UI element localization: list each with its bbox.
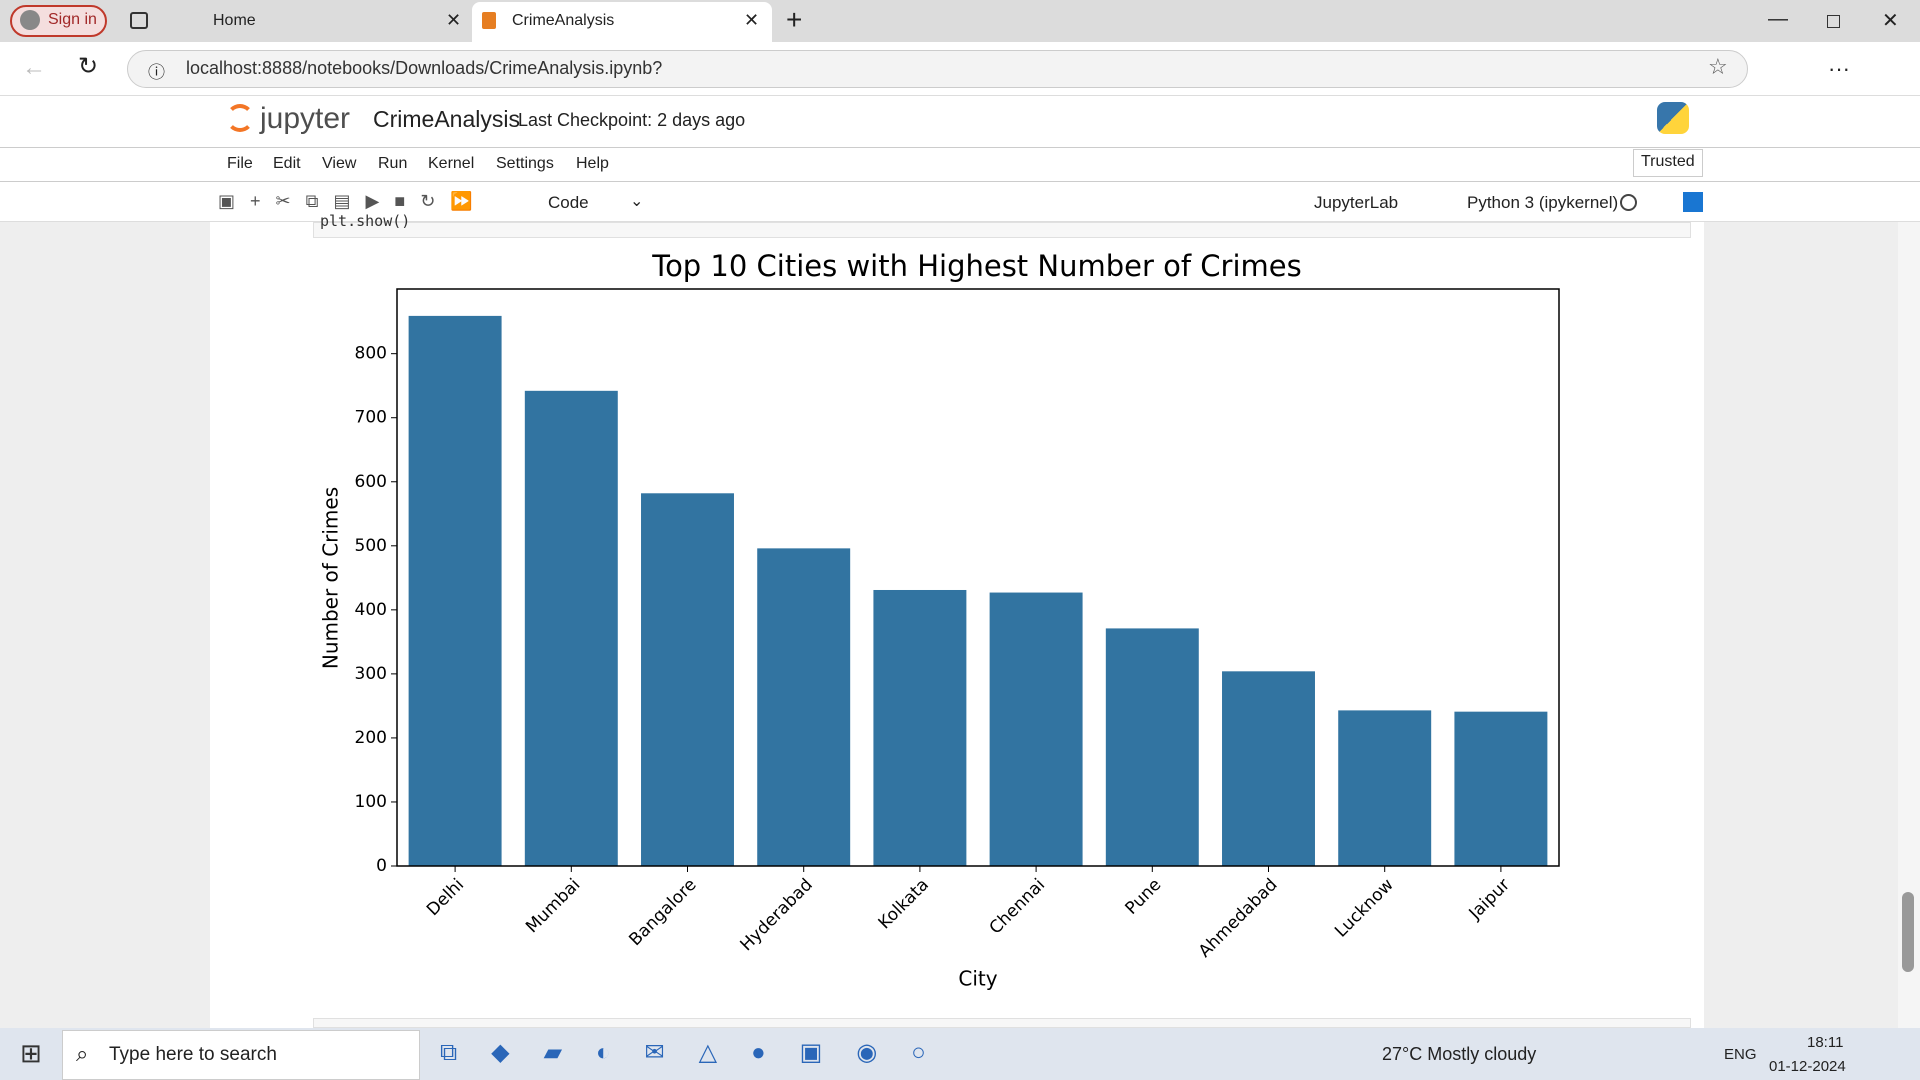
python-logo — [1657, 102, 1689, 134]
y-tick-label: 400 — [355, 600, 387, 620]
y-tick-label: 500 — [355, 536, 387, 556]
sign-in-text[interactable]: Sign in — [48, 11, 97, 28]
jupyter-header — [0, 96, 1920, 148]
y-axis-label: Number of Crimes — [319, 487, 343, 669]
bar — [757, 548, 851, 866]
avatar-icon — [20, 10, 40, 30]
x-tick-label: Bangalore — [625, 875, 700, 950]
axes-frame — [396, 288, 1560, 867]
back[interactable]: ← — [22, 54, 46, 81]
menu-item[interactable]: Settings — [496, 155, 554, 172]
jupyterlab-link[interactable]: JupyterLab — [1314, 193, 1399, 212]
toolbar-icons[interactable]: ▣ + ✂ ⧉ ▤ ▶ ■ ↻ ⏩ — [218, 191, 473, 211]
tab-close[interactable]: ✕ — [446, 10, 462, 30]
tab-title[interactable]: Home — [213, 12, 256, 29]
x-axis-label: City — [958, 967, 997, 991]
clock-time[interactable]: 18:11 — [1807, 1034, 1844, 1051]
info-icon: ⓘ — [148, 63, 165, 82]
more[interactable]: ··· — [1828, 56, 1850, 81]
search-icon: ⌕ — [76, 1041, 89, 1066]
minimize[interactable]: — — [1768, 8, 1788, 30]
new-tab[interactable]: + — [786, 4, 803, 35]
start-button[interactable]: ⊞ — [20, 1038, 42, 1068]
cell-type[interactable]: Code — [548, 193, 589, 212]
bar — [989, 592, 1083, 866]
chart: Top 10 Cities with Highest Number of Cri… — [319, 249, 1560, 991]
scroll-thumb[interactable] — [1902, 892, 1914, 972]
checkpoint: Last Checkpoint: 2 days ago — [518, 110, 746, 130]
taskbar-apps[interactable]: ⧉◆▰◐✉△●▣◉○ — [440, 1039, 960, 1066]
menu-item[interactable]: Kernel — [428, 155, 475, 172]
bar — [1105, 628, 1199, 866]
next-cell — [313, 1018, 1691, 1028]
kernel-status — [1620, 194, 1637, 211]
y-tick-label: 700 — [355, 408, 387, 428]
x-tick-label: Kolkata — [875, 875, 933, 933]
x-tick-label: Lucknow — [1331, 875, 1398, 942]
tab-favicon — [482, 12, 496, 29]
search-box[interactable] — [62, 1030, 420, 1080]
url[interactable]: localhost:8888/notebooks/Downloads/Crime… — [186, 58, 663, 78]
notebook-toolbar — [0, 182, 1920, 222]
y-tick-label: 300 — [355, 664, 387, 684]
refresh[interactable]: ↻ — [78, 53, 99, 80]
x-tick-label: Pune — [1122, 875, 1166, 919]
code-line: plt.show() — [320, 212, 411, 230]
bar — [1454, 711, 1548, 866]
x-tick-label: Delhi — [423, 875, 468, 920]
bar — [408, 315, 502, 866]
tab-close[interactable]: ✕ — [744, 10, 760, 30]
y-tick-label: 0 — [376, 856, 387, 876]
active-tab[interactable] — [472, 2, 772, 42]
bar — [641, 493, 734, 866]
y-tick-label: 600 — [355, 472, 387, 492]
cell-type-arrow[interactable]: ⌄ — [630, 193, 644, 210]
weather[interactable]: 27°C Mostly cloudy — [1382, 1044, 1537, 1064]
x-tick-label: Ahmedabad — [1195, 875, 1282, 962]
y-tick-label: 800 — [355, 344, 387, 364]
kernel-name[interactable]: Python 3 (ipykernel) — [1467, 193, 1619, 212]
search-placeholder[interactable]: Type here to search — [109, 1044, 277, 1065]
tab-bar — [0, 0, 1920, 42]
notebook-name[interactable]: CrimeAnalysis — [373, 106, 520, 132]
x-tick-label: Jaipur — [1465, 875, 1514, 924]
trusted[interactable]: Trusted — [1641, 153, 1695, 170]
scrollbar — [1898, 222, 1920, 1028]
tab-actions-icon[interactable] — [130, 12, 148, 29]
menu-item[interactable]: Help — [576, 155, 609, 172]
menu-bar — [0, 148, 1920, 182]
menu-item[interactable]: View — [322, 155, 357, 172]
property-inspector[interactable] — [1683, 192, 1703, 212]
trusted-button[interactable] — [1633, 149, 1703, 177]
x-tick-label: Chennai — [986, 875, 1049, 938]
menu-item[interactable]: File — [227, 155, 253, 172]
address-bar[interactable] — [127, 50, 1748, 88]
jupyter-logo: jupyter — [260, 102, 351, 135]
close-window[interactable]: ✕ — [1882, 10, 1899, 32]
bar — [1338, 710, 1432, 866]
code-cell — [313, 222, 1691, 238]
tab-title[interactable]: CrimeAnalysis — [512, 12, 615, 29]
y-tick-label: 200 — [355, 728, 387, 748]
x-tick-label: Mumbai — [522, 875, 584, 937]
clock-date[interactable]: 01-12-2024 — [1769, 1058, 1846, 1075]
favorite-star[interactable]: ☆ — [1708, 54, 1728, 79]
bar — [1222, 671, 1315, 866]
menu-item[interactable]: Edit — [273, 155, 301, 172]
x-tick-label: Hyderabad — [737, 875, 817, 955]
y-tick-label: 100 — [355, 792, 387, 812]
restore[interactable] — [1827, 15, 1840, 28]
language[interactable]: ENG — [1724, 1046, 1757, 1063]
jupyter-logo-icon — [226, 104, 254, 132]
menu-item[interactable]: Run — [378, 155, 408, 172]
chart-title: Top 10 Cities with Highest Number of Cri… — [651, 249, 1301, 283]
bar — [524, 390, 618, 866]
bar — [873, 589, 967, 866]
